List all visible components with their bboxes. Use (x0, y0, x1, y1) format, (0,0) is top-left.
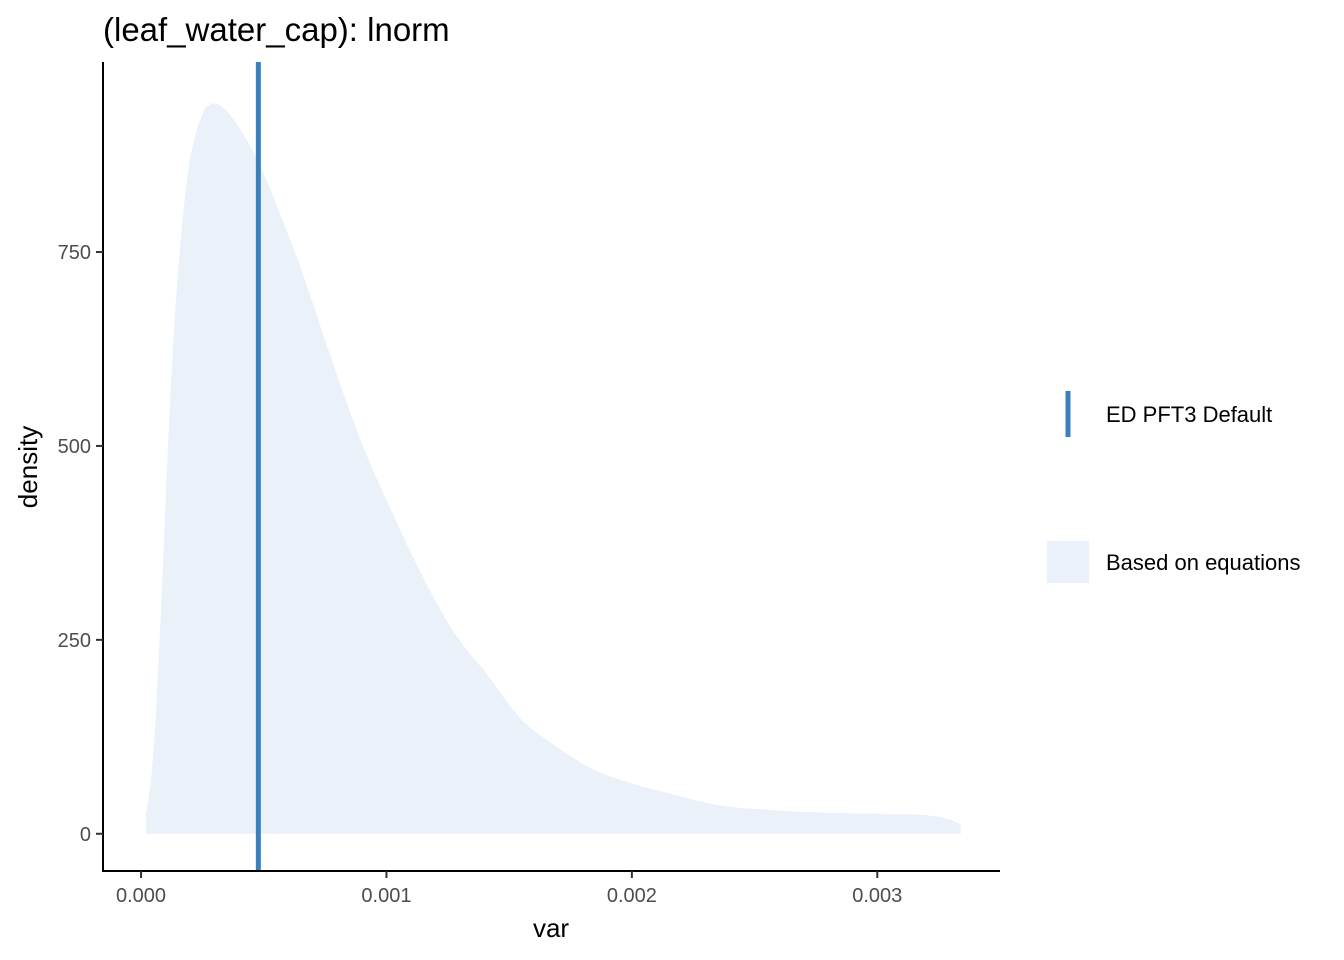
plot-area (145, 62, 961, 871)
legend-area-key (1047, 541, 1089, 583)
y-ticks: 0 250 500 750 (58, 242, 103, 846)
legend-vline-label: ED PFT3 Default (1106, 402, 1272, 427)
x-tick-label: 0.001 (361, 885, 411, 907)
x-tick-label: 0.002 (607, 885, 657, 907)
x-tick-label: 0.000 (116, 885, 166, 907)
density-area (145, 103, 961, 834)
plot-title: (leaf_water_cap): lnorm (103, 11, 450, 48)
y-tick-label: 250 (58, 630, 91, 652)
legend: ED PFT3 Default Based on equations (1047, 391, 1301, 583)
y-tick-label: 500 (58, 436, 91, 458)
legend-area-label: Based on equations (1106, 550, 1301, 575)
x-axis-title: var (533, 913, 569, 943)
y-tick-label: 750 (58, 242, 91, 264)
legend-vline-key (1065, 391, 1071, 437)
x-ticks: 0.000 0.001 0.002 0.003 (116, 871, 902, 907)
y-axis-title: density (13, 426, 43, 508)
x-tick-label: 0.003 (852, 885, 902, 907)
y-tick-label: 0 (80, 824, 91, 846)
